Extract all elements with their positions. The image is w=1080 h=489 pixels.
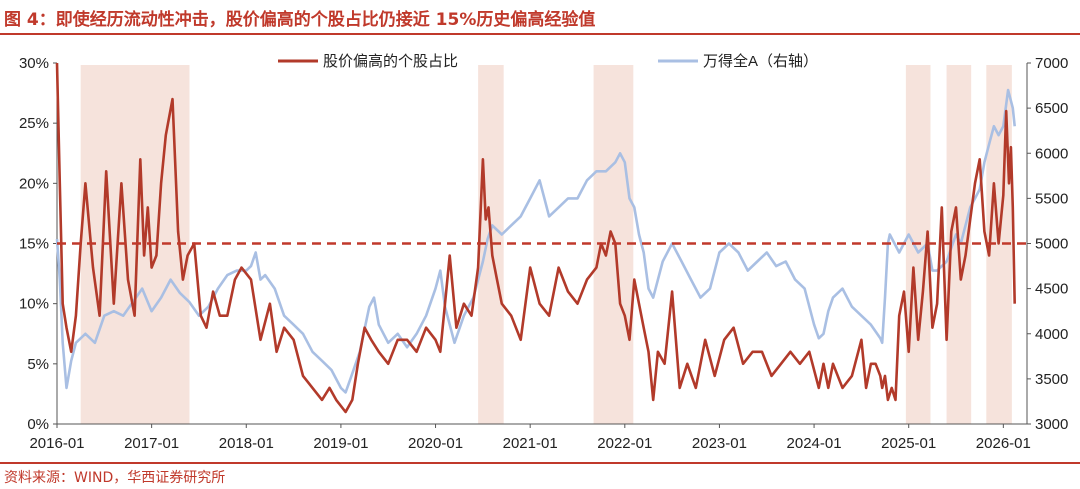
y-right-tick-label: 4500: [1035, 281, 1068, 298]
y-right-tick-label: 5500: [1035, 190, 1068, 207]
y-right-tick-label: 7000: [1035, 55, 1068, 72]
y-right-tick-label: 3000: [1035, 416, 1068, 433]
y-right-tick-label: 5000: [1035, 236, 1068, 253]
y-left-tick-label: 10%: [19, 296, 49, 313]
y-left-tick-label: 25%: [19, 115, 49, 132]
x-tick-label: 2016-01: [29, 435, 84, 452]
series-line-index: [55, 88, 1016, 394]
y-left-tick-label: 20%: [19, 175, 49, 192]
y-right-tick-label: 6500: [1035, 100, 1068, 117]
legend: 股价偏高的个股占比 万得全A（右轴）: [278, 52, 818, 70]
x-tick-label: 2017-01: [124, 435, 179, 452]
bottom-rule: [0, 462, 1080, 464]
x-tick-label: 2026-01: [976, 435, 1031, 452]
y-left-tick-label: 0%: [27, 416, 49, 433]
legend-label-ratio: 股价偏高的个股占比: [323, 53, 458, 70]
figure-title: 图 4：即使经历流动性冲击，股价偏高的个股占比仍接近 15%历史偏高经验值: [4, 10, 596, 30]
y-left-tick-label: 15%: [19, 236, 49, 253]
series-line-ratio: [55, 62, 1016, 414]
y-right-tick-label: 4000: [1035, 326, 1068, 343]
x-tick-label: 2023-01: [692, 435, 747, 452]
x-tick-label: 2020-01: [408, 435, 463, 452]
source-note: 资料来源：WIND，华西证券研究所: [4, 470, 226, 486]
x-tick-label: 2018-01: [219, 435, 274, 452]
x-tick-label: 2021-01: [503, 435, 558, 452]
x-tick-label: 2024-01: [787, 435, 842, 452]
x-tick-label: 2019-01: [313, 435, 368, 452]
chart-svg: 0% 5% 10% 15% 20% 25% 30% 3000 3500 4000 4500 5000 5…: [19, 52, 1068, 452]
series-lines: [55, 62, 1027, 414]
x-tick-label: 2025-01: [881, 435, 936, 452]
y-left-tick-label: 30%: [19, 55, 49, 72]
legend-label-index: 万得全A（右轴）: [703, 52, 818, 70]
y-right-tick-label: 6000: [1035, 145, 1068, 162]
y-left-tick-label: 5%: [27, 356, 49, 373]
y-right-tick-label: 3500: [1035, 371, 1068, 388]
axes: 0% 5% 10% 15% 20% 25% 30% 3000 3500 4000 4500 5000 5…: [19, 55, 1068, 452]
title-rule: [0, 33, 1080, 35]
x-tick-label: 2022-01: [597, 435, 652, 452]
